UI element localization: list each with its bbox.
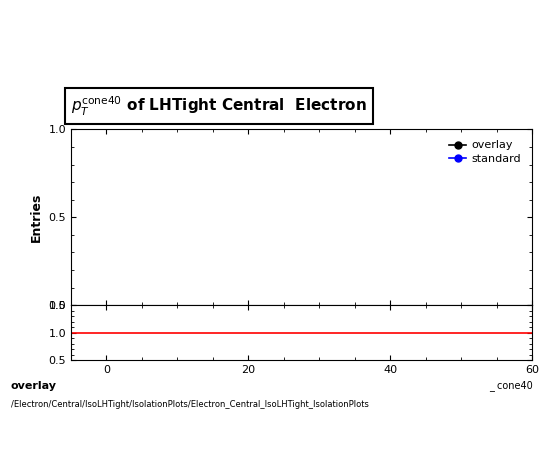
Legend: overlay, standard: overlay, standard — [444, 135, 527, 170]
Y-axis label: Entries: Entries — [30, 193, 43, 242]
Text: overlay: overlay — [11, 381, 57, 391]
Text: /Electron/Central/IsoLHTight/IsolationPlots/Electron_Central_IsoLHTight_Isolatio: /Electron/Central/IsoLHTight/IsolationPl… — [11, 400, 369, 408]
Text: _ cone40: _ cone40 — [489, 380, 532, 390]
Text: $p_T^{\mathrm{cone40}}$ of LHTight Central  Electron: $p_T^{\mathrm{cone40}}$ of LHTight Centr… — [71, 95, 367, 118]
